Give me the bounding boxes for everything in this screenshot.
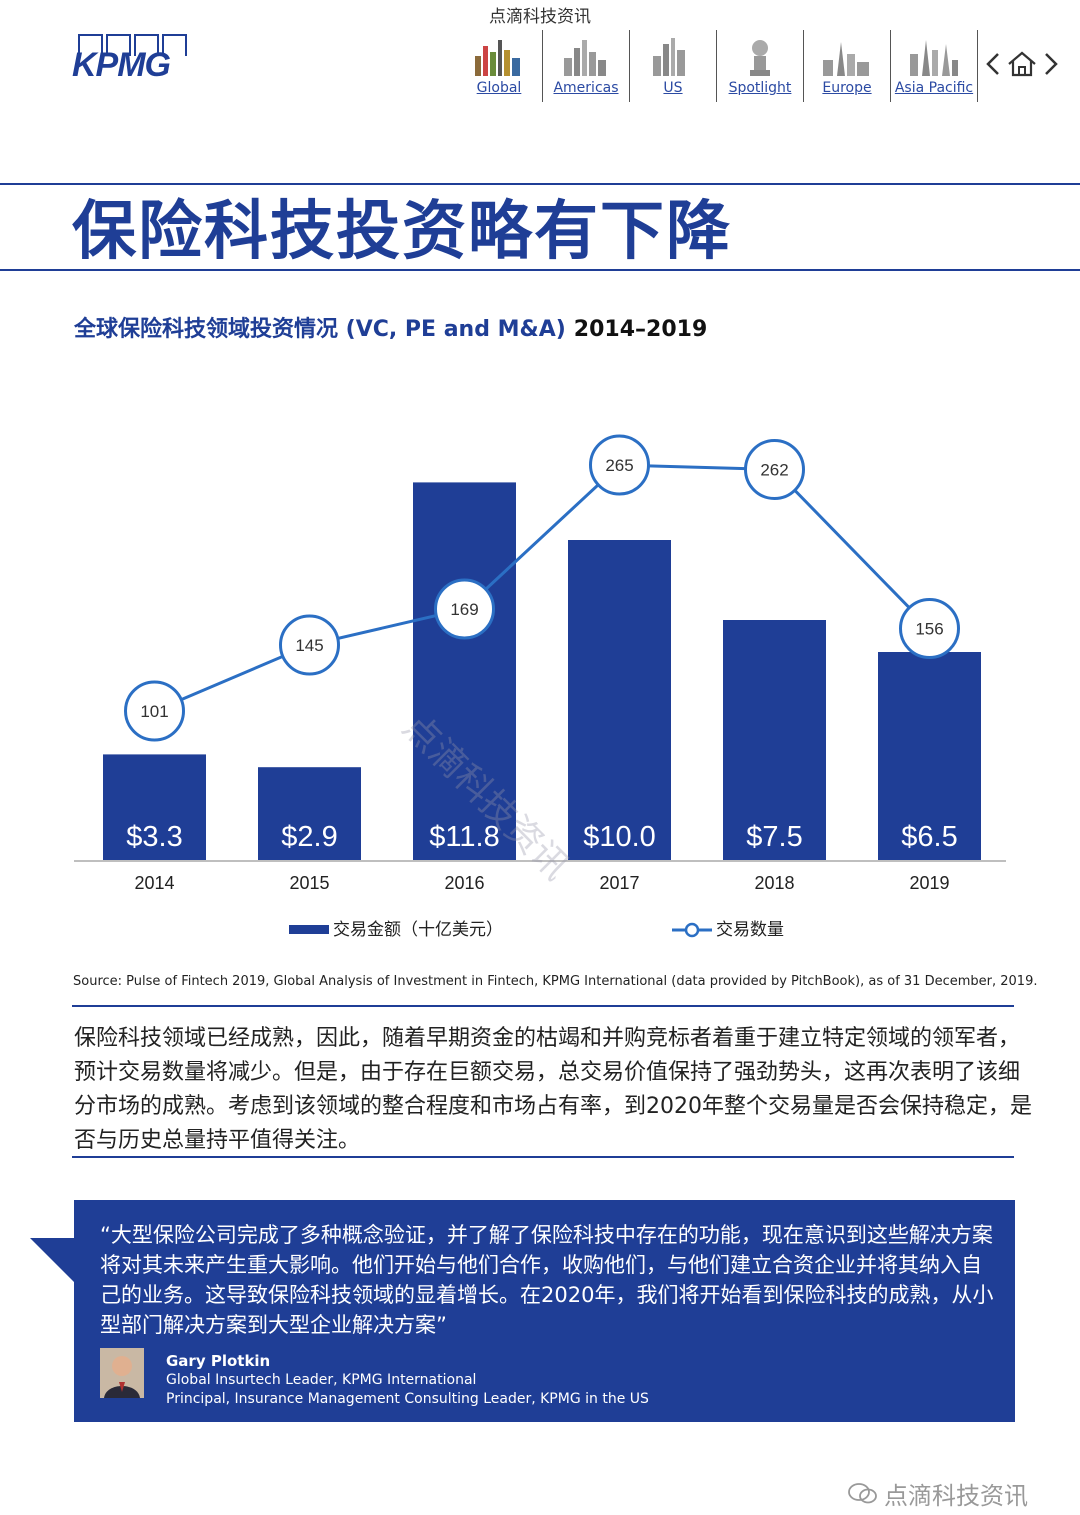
avatar (100, 1348, 144, 1398)
divider (0, 183, 1080, 185)
page-title: 保险科技投资略有下降 (72, 195, 732, 269)
count-label: 101 (140, 702, 168, 721)
bar (878, 652, 981, 860)
city-skyline-icon (475, 40, 520, 76)
bar (723, 620, 826, 860)
nav-controls (984, 50, 1060, 78)
bar-value-label: $7.5 (746, 821, 802, 853)
nav-label: Europe (822, 80, 872, 96)
logo-text: KPMG (72, 46, 171, 84)
nav-europe[interactable]: Europe (804, 30, 891, 102)
nav-us[interactable]: US (630, 30, 717, 102)
city-skyline-icon (564, 40, 606, 76)
quote-tab (30, 1238, 74, 1282)
chat-icon (848, 1482, 877, 1503)
quote-author: Gary Plotkin (166, 1352, 271, 1370)
nav-label: Spotlight (728, 80, 792, 96)
count-point (744, 439, 805, 500)
legend-bar-swatch (289, 925, 329, 934)
x-tick-label: 2015 (289, 873, 329, 893)
bar (568, 540, 671, 860)
bar (258, 767, 361, 860)
x-tick-label: 2014 (134, 873, 174, 893)
count-point (279, 614, 340, 676)
nav-label: Global (476, 80, 522, 96)
x-tick-label: 2016 (444, 873, 484, 893)
x-tick-label: 2017 (599, 873, 639, 893)
nav-spotlight[interactable]: Spotlight (717, 30, 804, 102)
quote-author-role: Principal, Insurance Management Consulti… (166, 1391, 649, 1407)
divider (72, 1156, 1014, 1158)
home-icon[interactable] (1006, 50, 1038, 78)
divider (72, 1005, 1014, 1007)
investment-chart: $3.3 2014 $2.9 2015 $11.8 2016 $10.0 2017 $7.5 20… (74, 434, 1006, 940)
statue-icon (750, 40, 770, 76)
legend-line-marker (684, 922, 700, 938)
source-caption: 点滴科技资讯 (489, 7, 591, 27)
nav-global[interactable]: Global (456, 30, 543, 102)
bar-value-label: $6.5 (901, 821, 957, 853)
count-label: 156 (915, 620, 943, 639)
bar-value-label: $11.8 (429, 821, 499, 853)
quote-text: “大型保险公司完成了多种概念验证，并了解了保险科技中存在的功能，现在意识到这些解… (100, 1223, 994, 1337)
legend-label: 交易数量 (716, 920, 784, 940)
chevron-left-icon[interactable] (984, 50, 1002, 78)
bar (413, 482, 516, 860)
chart-title: 全球保险科技领域投资情况 (VC, PE and M&A) 2014–2019 (74, 311, 707, 343)
count-point (124, 680, 185, 742)
city-skyline-icon (653, 38, 685, 76)
count-point (434, 578, 495, 640)
x-tick-label: 2019 (909, 873, 949, 893)
quote-author-role: Global Insurtech Leader, KPMG Internatio… (166, 1372, 477, 1388)
count-label: 265 (605, 456, 633, 475)
nav-label: Asia Pacific (894, 80, 974, 96)
source-note: Source: Pulse of Fintech 2019, Global An… (73, 974, 1038, 989)
nav-label: US (663, 80, 683, 96)
footer-text: 点滴科技资讯 (884, 1482, 1028, 1510)
kpmg-logo: KPMG (72, 34, 190, 84)
bar-value-label: $3.3 (126, 821, 182, 853)
city-skyline-icon (823, 42, 869, 76)
chart-title-main: 全球保险科技领域投资情况 (VC, PE and M&A) (74, 317, 566, 342)
bar (103, 754, 206, 860)
body-paragraph: 保险科技领域已经成熟，因此，随着早期资金的枯竭和并购竞标者着重于建立特定领域的领… (74, 1026, 1032, 1153)
nav-label: Americas (553, 80, 619, 96)
x-tick-label: 2018 (754, 873, 794, 893)
bar-value-label: $10.0 (583, 821, 656, 853)
chart-title-years: 2014–2019 (573, 317, 708, 342)
count-point (899, 598, 960, 659)
nav-americas[interactable]: Americas (543, 30, 630, 102)
chevron-right-icon[interactable] (1042, 50, 1060, 78)
city-skyline-icon (910, 40, 958, 76)
nav-asia-pacific[interactable]: Asia Pacific (891, 30, 978, 102)
divider (0, 269, 1080, 271)
quote-box (74, 1200, 1015, 1422)
count-label: 169 (450, 600, 478, 619)
region-nav: Global Americas US Spotlight Europe A (456, 30, 978, 102)
legend-label: 交易金额（十亿美元） (333, 920, 503, 940)
count-point (589, 434, 650, 496)
count-label: 145 (295, 636, 323, 655)
bar-value-label: $2.9 (281, 821, 337, 853)
count-label: 262 (760, 461, 788, 480)
footer-watermark: 点滴科技资讯 (848, 1476, 1028, 1511)
